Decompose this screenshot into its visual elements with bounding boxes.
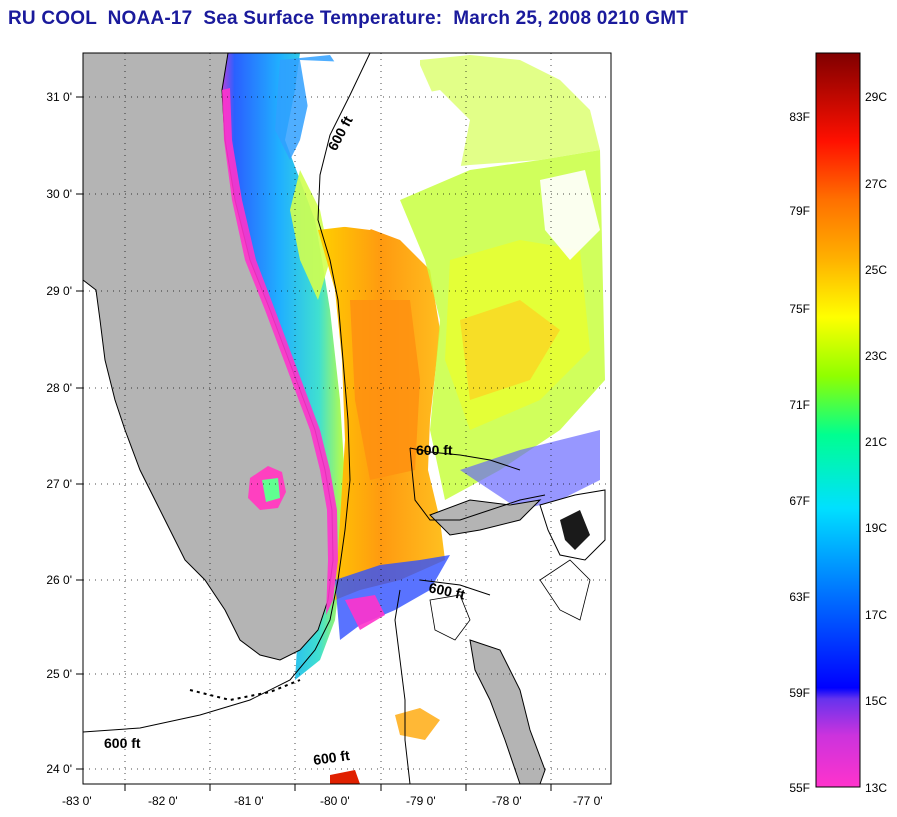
colorbar-c-label: 27C	[865, 177, 887, 191]
colorbar-c-label: 23C	[865, 349, 887, 363]
lon-tick-label: -77 0'	[573, 794, 603, 808]
grand-bahama	[429, 499, 542, 536]
andros-island	[469, 639, 546, 784]
lat-tick-label: 25 0'	[46, 667, 72, 681]
lat-tick-label: 24 0'	[46, 762, 72, 776]
map-frame	[82, 52, 612, 785]
colorbar-c-label: 19C	[865, 521, 887, 535]
colorbar-f-label: 59F	[789, 686, 810, 700]
lat-tick-label: 28 0'	[46, 381, 72, 395]
colorbar-c-label: 25C	[865, 263, 887, 277]
colorbar-c-label: 13C	[865, 781, 887, 795]
lat-tick-label: 30 0'	[46, 187, 72, 201]
colorbar-c-label: 15C	[865, 694, 887, 708]
colorbar-f-label: 55F	[789, 781, 810, 795]
map-area: 600 ft 600 ft 600 ft 600 ft 600 ft	[83, 53, 611, 784]
lat-tick-label: 31 0'	[46, 90, 72, 104]
colorbar-f-label: 71F	[789, 398, 810, 412]
map-title: RU COOL NOAA-17 Sea Surface Temperature:…	[8, 8, 689, 29]
coastal-cold-water	[215, 53, 345, 680]
colorbar-c-label: 17C	[865, 608, 887, 622]
contour-label: 600 ft	[104, 735, 141, 751]
contour-label: 600 ft	[312, 747, 351, 768]
colorbar-f-label: 63F	[789, 590, 810, 604]
contour-label: 600 ft	[416, 442, 453, 458]
colorbar-f-label: 75F	[789, 302, 810, 316]
colorbar-f-label: 79F	[789, 204, 810, 218]
colorbar: 83F 79F 75F 71F 67F 63F 59F 55F 29C 27C …	[789, 52, 887, 795]
lat-tick-label: 26 0'	[46, 573, 72, 587]
lon-tick-label: -80 0'	[320, 794, 350, 808]
lon-tick-label: -83 0'	[62, 794, 92, 808]
colorbar-f-label: 67F	[789, 494, 810, 508]
lat-tick-label: 29 0'	[46, 284, 72, 298]
lon-tick-label: -79 0'	[406, 794, 436, 808]
lon-tick-label: -82 0'	[148, 794, 178, 808]
colorbar-gradient	[815, 52, 861, 788]
colorbar-c-label: 29C	[865, 90, 887, 104]
lat-tick-label: 27 0'	[46, 477, 72, 491]
isobath-contours	[83, 53, 546, 784]
lon-tick-label: -81 0'	[234, 794, 264, 808]
contour-label: 600 ft	[427, 579, 466, 602]
colorbar-c-label: 21C	[865, 435, 887, 449]
lon-tick-label: -78 0'	[492, 794, 522, 808]
colorbar-f-label: 83F	[789, 110, 810, 124]
